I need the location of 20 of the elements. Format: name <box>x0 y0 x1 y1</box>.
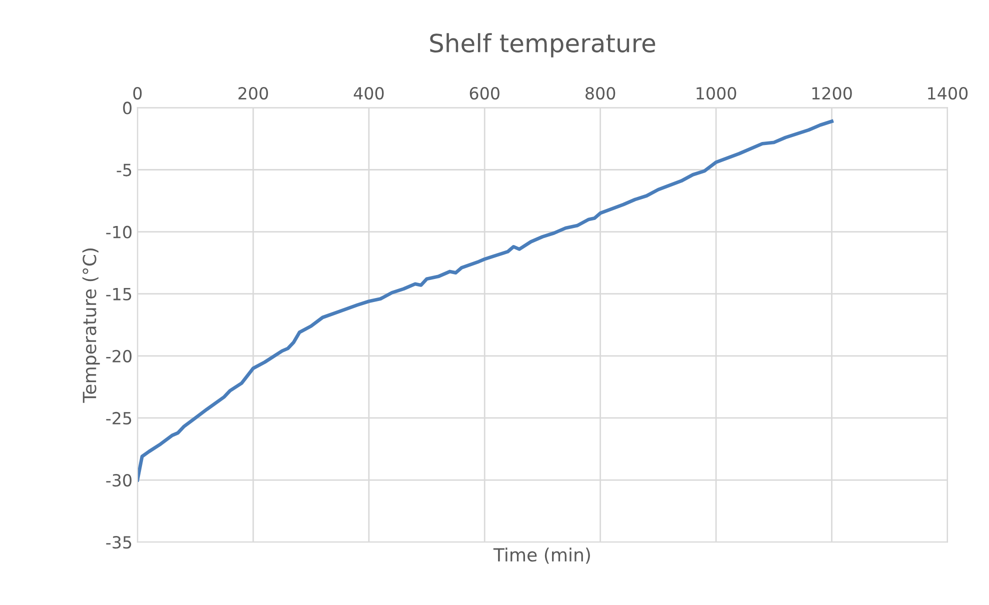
y-tick-label: -20 <box>106 350 132 362</box>
y-tick-label: 0 <box>123 102 132 114</box>
x-axis-title: Time (min) <box>493 548 590 564</box>
y-tick-label: -5 <box>116 164 132 176</box>
x-tick-label: 0 <box>133 86 142 100</box>
x-tick-label: 400 <box>354 86 384 100</box>
chart-title: Shelf temperature <box>430 33 656 58</box>
x-tick-label: 1400 <box>928 86 968 100</box>
y-tick-label: -15 <box>106 288 132 300</box>
y-tick-label: -35 <box>106 536 132 549</box>
x-tick-label: 1000 <box>696 86 736 100</box>
x-tick-label: 1200 <box>812 86 852 100</box>
line-series <box>137 120 834 482</box>
y-axis-title: Temperature (°C) <box>82 248 100 403</box>
y-tick-label: -30 <box>106 474 132 487</box>
x-tick-label: 800 <box>586 86 616 100</box>
x-tick-label: 600 <box>470 86 500 100</box>
x-tick-label: 200 <box>238 86 268 100</box>
y-tick-label: -25 <box>106 412 132 425</box>
y-tick-label: -10 <box>106 226 132 238</box>
